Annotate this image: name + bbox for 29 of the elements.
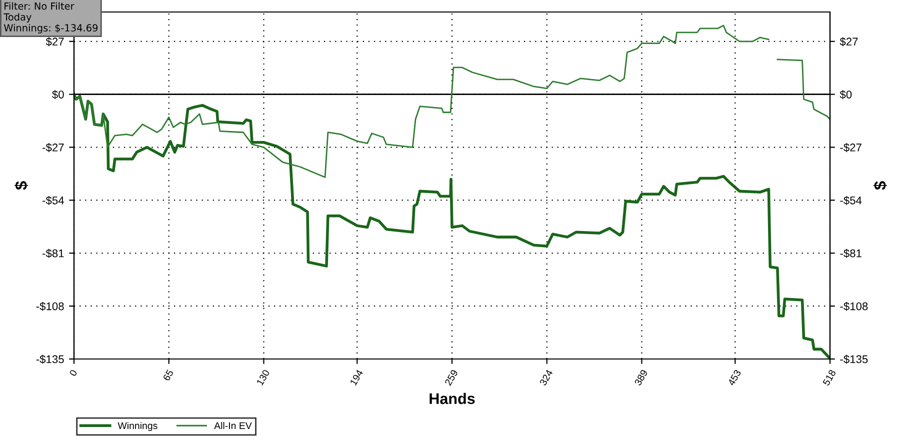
- x-tick-label: 130: [256, 369, 270, 386]
- x-tick-label: 389: [634, 369, 648, 386]
- y-tick-label: $0: [52, 90, 64, 100]
- y-axis-title: $: [14, 181, 28, 190]
- y2-tick-label: -$81: [840, 248, 862, 258]
- legend-label: Winnings: [118, 422, 158, 432]
- y2-tick-label: -$27: [840, 143, 862, 152]
- y2-tick-label: -$54: [840, 196, 862, 205]
- x-tick-label: 0: [69, 369, 78, 377]
- y-tick-label: -$81: [42, 248, 64, 258]
- y2-tick-label: $0: [840, 90, 852, 100]
- x-tick-label: 324: [539, 369, 554, 386]
- y2-tick-label: -$108: [840, 302, 868, 311]
- x-tick-label: 518: [822, 369, 836, 386]
- x-tick-label: 194: [350, 369, 364, 386]
- y-tick-label: -$27: [42, 143, 64, 152]
- x-axis-title: Hands: [430, 392, 475, 404]
- y-tick-label: -$108: [36, 302, 64, 311]
- annotation: Filter: No Filter Today Winnings: $-134.69: [4, 2, 98, 34]
- y-tick-label: $27: [46, 37, 64, 46]
- x-tick-label: 65: [162, 369, 174, 382]
- x-tick-label: 259: [444, 369, 458, 386]
- y2-tick-label: $27: [840, 37, 858, 46]
- x-tick-label: 453: [727, 369, 742, 386]
- y2-tick-label: -$135: [840, 354, 868, 364]
- y2-axis-title: $: [873, 181, 888, 190]
- y-tick-label: -$54: [42, 196, 64, 205]
- legend-label: All-In EV: [214, 422, 252, 430]
- y-tick-label: -$135: [36, 354, 64, 364]
